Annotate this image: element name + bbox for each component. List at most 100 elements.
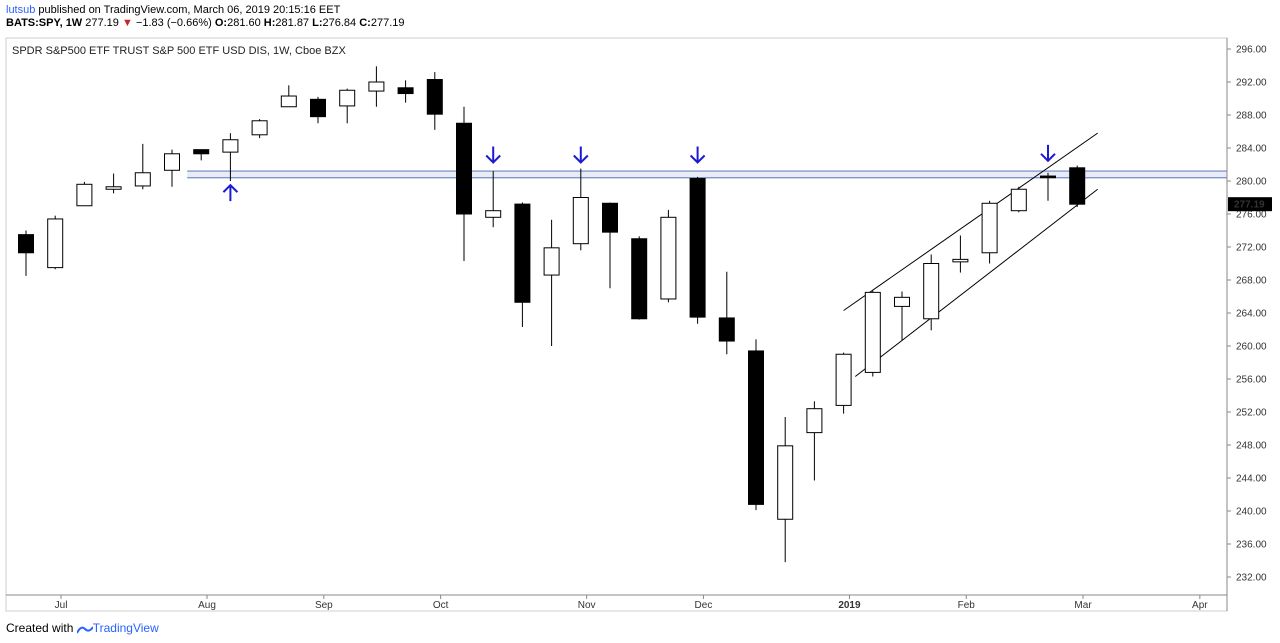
- y-tick-label: 268.00: [1236, 276, 1267, 287]
- last-price: 277.19: [85, 17, 119, 29]
- open-label: O:: [214, 17, 228, 29]
- symbol-label: BATS:SPY, 1W: [6, 17, 83, 29]
- candle: [134, 143, 151, 190]
- y-tick-label: 248.00: [1236, 441, 1267, 452]
- candle-body: [718, 317, 735, 342]
- candle-body: [689, 178, 706, 318]
- candle-body: [572, 197, 589, 245]
- candle-body: [543, 247, 560, 276]
- last-price-tag-label: 277.19: [1234, 200, 1265, 211]
- x-tick-label: Dec: [695, 600, 713, 611]
- y-tick-label: 232.00: [1236, 573, 1267, 584]
- last-price-tag-bg: [1228, 197, 1272, 212]
- candle: [164, 149, 180, 187]
- trend-line: [843, 132, 1098, 311]
- candle: [251, 119, 268, 139]
- publish-text: published on TradingView.com, March 06, …: [35, 4, 341, 16]
- tradingview-logo-icon: [75, 624, 94, 634]
- candle-body: [193, 149, 210, 155]
- arrow-annotations: [222, 144, 1056, 202]
- y-tick-label: 252.00: [1236, 408, 1267, 419]
- candle: [105, 173, 122, 194]
- candle: [18, 230, 34, 276]
- arrow-down-icon: [689, 146, 706, 164]
- candle: [981, 200, 998, 264]
- candle-body: [806, 408, 823, 434]
- arrow-head: [485, 154, 501, 164]
- candle: [543, 219, 560, 346]
- y-tick-label: 296.00: [1236, 45, 1267, 56]
- candle: [864, 290, 881, 377]
- candle: [339, 88, 356, 124]
- change-value: −1.83 (−0.66%): [135, 17, 212, 29]
- candle: [426, 72, 443, 130]
- close-value: 277.19: [370, 17, 405, 29]
- y-tick-label: 244.00: [1236, 474, 1267, 485]
- candle-body: [426, 79, 443, 115]
- arrow-head: [689, 154, 706, 164]
- candle: [631, 236, 648, 320]
- tradingview-brand-link[interactable]: TradingView: [92, 621, 159, 635]
- x-tick-label: Oct: [433, 600, 449, 611]
- candle: [835, 352, 852, 414]
- candle-body: [952, 258, 969, 263]
- candle-body: [18, 234, 34, 254]
- trend-line: [854, 188, 1098, 377]
- candle-body: [514, 203, 531, 303]
- candle-body: [602, 202, 618, 233]
- change-arrow-icon: ▼: [121, 17, 133, 29]
- candle: [748, 339, 764, 511]
- candle-body: [631, 238, 648, 320]
- y-tick-label: 276.00: [1236, 210, 1267, 221]
- candle-body: [222, 139, 239, 153]
- candle-body: [339, 89, 356, 107]
- close-label: C:: [359, 17, 371, 29]
- arrow-head: [222, 183, 239, 193]
- x-tick-label: Jul: [55, 600, 68, 611]
- candle-body: [923, 263, 940, 320]
- y-tick-label: 288.00: [1236, 111, 1267, 122]
- y-tick-label: 280.00: [1236, 177, 1267, 188]
- candle-body: [280, 95, 297, 108]
- price-axis: 232.00 236.00 240.00 244.00 248.00 252.00 256.…: [1226, 38, 1267, 611]
- candle: [894, 291, 910, 341]
- candle: [193, 149, 210, 161]
- author-name[interactable]: lutsub: [6, 4, 36, 16]
- candle-body: [660, 216, 677, 300]
- candle-body: [397, 87, 414, 95]
- candle: [689, 176, 706, 324]
- y-tick-label: 292.00: [1236, 78, 1267, 89]
- symbol-info: BATS:SPY, 1W 277.19 ▼ −1.83 (−0.66%) O: 2…: [6, 17, 405, 29]
- candle: [1010, 186, 1027, 213]
- candle-body: [76, 183, 93, 207]
- candles: [18, 66, 1086, 563]
- candle-body: [748, 350, 764, 505]
- publish-info: lutsub published on TradingView.com, Mar…: [6, 4, 340, 16]
- candle-body: [835, 353, 852, 406]
- low-label: L:: [312, 17, 323, 29]
- footer: Created with TradingView: [6, 621, 159, 635]
- y-tick-label: 264.00: [1236, 309, 1267, 320]
- last-price-tag: 277.19: [1228, 197, 1272, 212]
- candle-body: [1069, 167, 1086, 205]
- arrow-head: [573, 154, 589, 164]
- chart-frame: [5, 37, 1228, 612]
- chart-title: SPDR S&P500 ETF TRUST S&P 500 ETF USD DI…: [12, 45, 346, 57]
- y-tick-label: 236.00: [1236, 540, 1267, 551]
- time-axis: Jul Aug Sep Oct Nov Dec 2019 Feb Mar Apr: [6, 594, 1227, 611]
- x-tick-label: Sep: [315, 600, 333, 611]
- y-tick-label: 284.00: [1236, 144, 1267, 155]
- candle-body: [164, 153, 180, 171]
- y-tick-label: 240.00: [1236, 507, 1267, 518]
- candle: [485, 171, 502, 228]
- arrow-down-icon: [573, 146, 589, 164]
- x-tick-label: Apr: [1192, 600, 1208, 611]
- candle-body: [1040, 175, 1056, 179]
- candle-body: [777, 445, 794, 520]
- candle: [1069, 165, 1086, 208]
- created-with-label: Created with: [6, 621, 74, 635]
- high-label: H:: [263, 17, 276, 29]
- candle-body: [864, 291, 881, 373]
- candle-body: [251, 120, 268, 136]
